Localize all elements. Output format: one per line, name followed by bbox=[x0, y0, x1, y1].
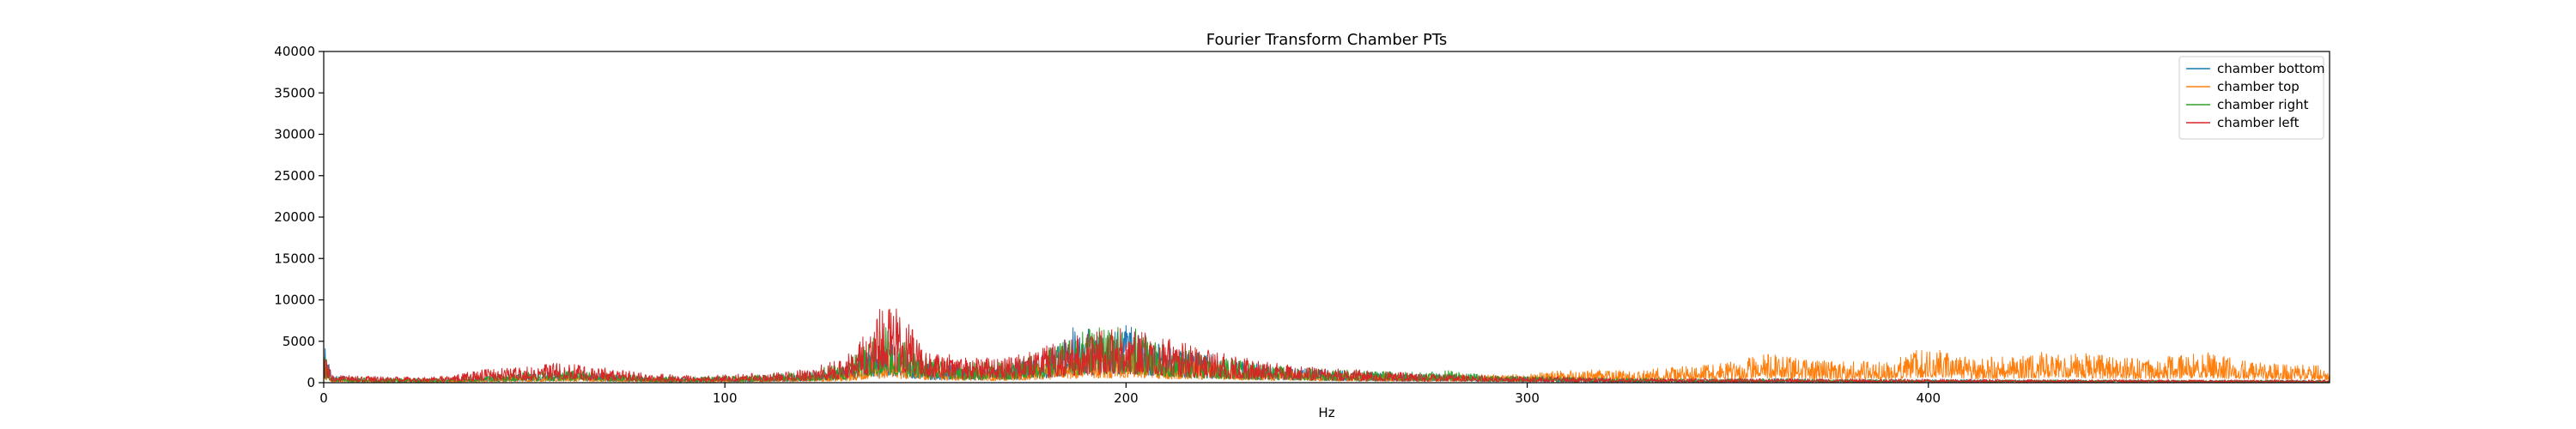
y-tick-label: 40000 bbox=[274, 44, 315, 59]
x-tick-label: 400 bbox=[1916, 390, 1941, 406]
y-tick-label: 15000 bbox=[274, 251, 315, 266]
y-tick-label: 10000 bbox=[274, 293, 315, 308]
legend-label: chamber left bbox=[2217, 115, 2300, 130]
series-line-chamber-left bbox=[323, 308, 2330, 383]
y-tick-label: 30000 bbox=[274, 127, 315, 142]
x-tick-label: 200 bbox=[1114, 390, 1139, 406]
x-axis-label: Hz bbox=[1318, 405, 1334, 420]
series-layer bbox=[323, 308, 2330, 384]
chart-title: Fourier Transform Chamber PTs bbox=[1206, 31, 1447, 49]
x-tick-label: 0 bbox=[319, 390, 328, 406]
legend-label: chamber top bbox=[2217, 79, 2300, 94]
y-tick-label: 35000 bbox=[274, 85, 315, 100]
x-tick-label: 300 bbox=[1515, 390, 1540, 406]
legend-box bbox=[2178, 56, 2324, 140]
y-tick-label: 0 bbox=[307, 375, 315, 390]
series-line-chamber-right bbox=[323, 327, 2330, 384]
y-tick-label: 5000 bbox=[283, 334, 315, 349]
legend-label: chamber right bbox=[2217, 97, 2309, 112]
y-tick-label: 20000 bbox=[274, 209, 315, 225]
legend-label: chamber bottom bbox=[2217, 61, 2325, 76]
y-tick-label: 25000 bbox=[274, 168, 315, 184]
legend: chamber bottom chamber top chamber right ch… bbox=[2178, 56, 2325, 140]
axes-layer: 0 100 200 300 400 0 5000 10000 15000 20000 25000 30… bbox=[274, 44, 2330, 406]
x-tick-label: 100 bbox=[713, 390, 738, 406]
